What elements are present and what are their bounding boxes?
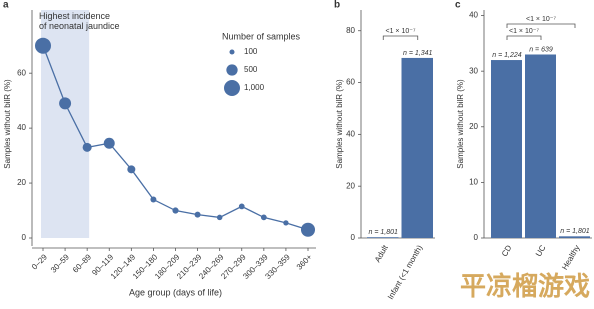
x-tick-label: Infant (<1 month) [386,243,425,301]
x-tick-label: Adult [373,243,390,264]
y-axis-label: Samples without bilR (%) [456,79,465,169]
y-tick-label: 20 [17,178,26,187]
y-tick-label: 0 [22,233,27,242]
bubble [172,207,179,214]
y-tick-label: 10 [469,177,478,186]
x-tick-label: 30–59 [49,252,71,274]
bubble [283,220,289,226]
y-tick-label: 20 [346,181,355,190]
value-label: n = 1,801 [560,228,589,235]
significance-label: <1 × 10⁻⁷ [509,28,539,35]
x-tick-label: 0–29 [30,252,49,271]
value-label: n = 1,801 [369,229,398,236]
legend-label: 500 [244,65,258,74]
significance-bracket [382,35,419,40]
legend-title: Number of samples [222,31,301,41]
y-tick-label: 60 [17,68,26,77]
bubble [216,214,223,221]
bubble [150,196,157,203]
x-tick-label: Healthy [560,244,581,272]
bubble [82,142,92,152]
significance-bracket [506,35,542,40]
x-tick-label: 330–359 [263,252,292,281]
significance-label: <1 × 10⁻⁷ [526,16,556,23]
y-axis-label: Samples without bilR (%) [3,79,12,169]
bar [401,57,433,238]
significance-label: <1 × 10⁻⁷ [386,28,416,35]
y-axis-label: Samples without bilR (%) [335,79,344,169]
significance-bracket [506,23,576,28]
y-tick-label: 20 [469,122,478,131]
annotation: Highest incidence of neonatal jaundice [39,11,120,31]
bar [491,60,522,238]
bubble [35,37,51,54]
legend-label: 1,000 [244,83,265,92]
bar [367,237,399,238]
x-tick-label: 360+ [295,252,314,271]
bubble [300,222,316,237]
x-tick-label: UC [534,243,548,258]
panel-label: b [334,0,340,11]
panel-label: c [455,0,461,11]
x-tick-label: CD [500,243,514,258]
y-tick-label: 30 [469,66,478,75]
bubble [238,203,245,210]
value-label: n = 639 [529,46,553,53]
y-tick-label: 0 [351,233,356,242]
watermark: 平凉榴游戏 [460,271,590,301]
y-tick-label: 80 [346,26,355,35]
bar [559,236,590,238]
y-tick-label: 40 [17,123,26,132]
value-label: n = 1,341 [403,50,432,57]
y-tick-label: 60 [346,78,355,87]
legend-bubble [229,49,235,55]
panel-label: a [3,0,9,11]
x-axis-label: Age group (days of life) [129,287,222,297]
bubble [127,165,136,174]
bubble [194,211,201,218]
y-tick-label: 0 [474,233,479,242]
bubble [103,137,115,149]
bar [525,54,556,238]
y-tick-label: 40 [346,129,355,138]
legend-bubble [224,80,240,96]
y-tick-label: 40 [469,11,478,20]
bubble [59,97,72,110]
value-label: n = 1,224 [492,52,521,59]
legend-label: 100 [244,47,258,56]
bubble [260,214,267,221]
legend-bubble [226,64,238,76]
